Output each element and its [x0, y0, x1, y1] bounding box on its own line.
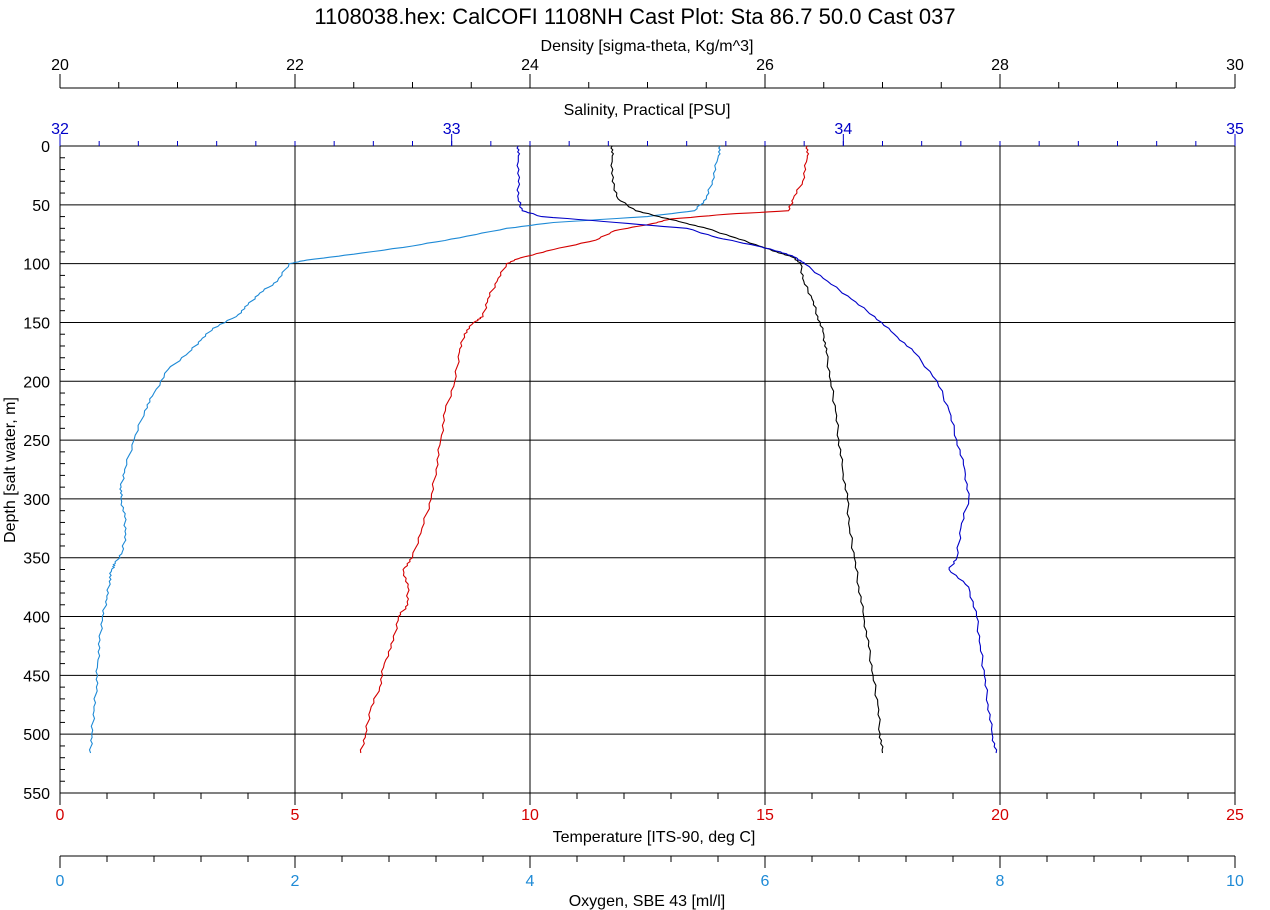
salinity-profile-line — [516, 145, 998, 754]
oxygen-tick-label: 10 — [1226, 873, 1244, 890]
density-tick-label: 26 — [756, 57, 774, 74]
oxygen-tick-label: 0 — [56, 873, 65, 890]
depth-tick-label: 400 — [23, 610, 50, 627]
depth-tick-label: 450 — [23, 668, 50, 685]
temperature-tick-label: 10 — [521, 807, 539, 824]
temperature-axis-label: Temperature [ITS-90, deg C] — [553, 829, 756, 846]
salinity-tick-label: 33 — [443, 121, 461, 138]
depth-tick-label: 250 — [23, 433, 50, 450]
oxygen-tick-label: 2 — [291, 873, 300, 890]
depth-tick-label: 0 — [41, 139, 50, 156]
temperature-tick-label: 0 — [56, 807, 65, 824]
depth-tick-label: 550 — [23, 786, 50, 803]
temperature-profile-line — [359, 145, 810, 754]
salinity-axis-label: Salinity, Practical [PSU] — [564, 102, 731, 119]
plot-frame — [59, 145, 1236, 794]
density-tick-label: 30 — [1226, 57, 1244, 74]
density-tick-label: 24 — [521, 57, 539, 74]
density-tick-label: 28 — [991, 57, 1009, 74]
oxygen-profile-line — [88, 145, 721, 754]
oxygen-tick-label: 4 — [526, 873, 535, 890]
oxygen-tick-label: 6 — [761, 873, 770, 890]
salinity-tick-label: 35 — [1226, 121, 1244, 138]
depth-tick-label: 200 — [23, 374, 50, 391]
depth-tick-label: 150 — [23, 315, 50, 332]
oxygen-axis-label: Oxygen, SBE 43 [ml/l] — [569, 893, 726, 910]
oxygen-tick-label: 8 — [996, 873, 1005, 890]
depth-tick-label: 500 — [23, 727, 50, 744]
density-tick-label: 20 — [51, 57, 69, 74]
series-lines — [88, 145, 998, 754]
salinity-tick-label: 32 — [51, 121, 69, 138]
density-profile-line — [610, 145, 884, 754]
temperature-tick-label: 5 — [291, 807, 300, 824]
depth-tick-label: 300 — [23, 492, 50, 509]
density-tick-label: 22 — [286, 57, 304, 74]
depth-tick-label: 100 — [23, 257, 50, 274]
depth-axis-label: Depth [salt water, m] — [2, 397, 19, 543]
depth-tick-label: 50 — [32, 198, 50, 215]
depth-tick-label: 350 — [23, 551, 50, 568]
density-axis-label: Density [sigma-theta, Kg/m^3] — [541, 38, 754, 55]
temperature-tick-label: 20 — [991, 807, 1009, 824]
grid-lines — [59, 145, 1236, 794]
salinity-tick-label: 34 — [834, 121, 852, 138]
chart-title: 1108038.hex: CalCOFI 1108NH Cast Plot: S… — [314, 4, 955, 29]
temperature-tick-label: 15 — [756, 807, 774, 824]
temperature-tick-label: 25 — [1226, 807, 1244, 824]
